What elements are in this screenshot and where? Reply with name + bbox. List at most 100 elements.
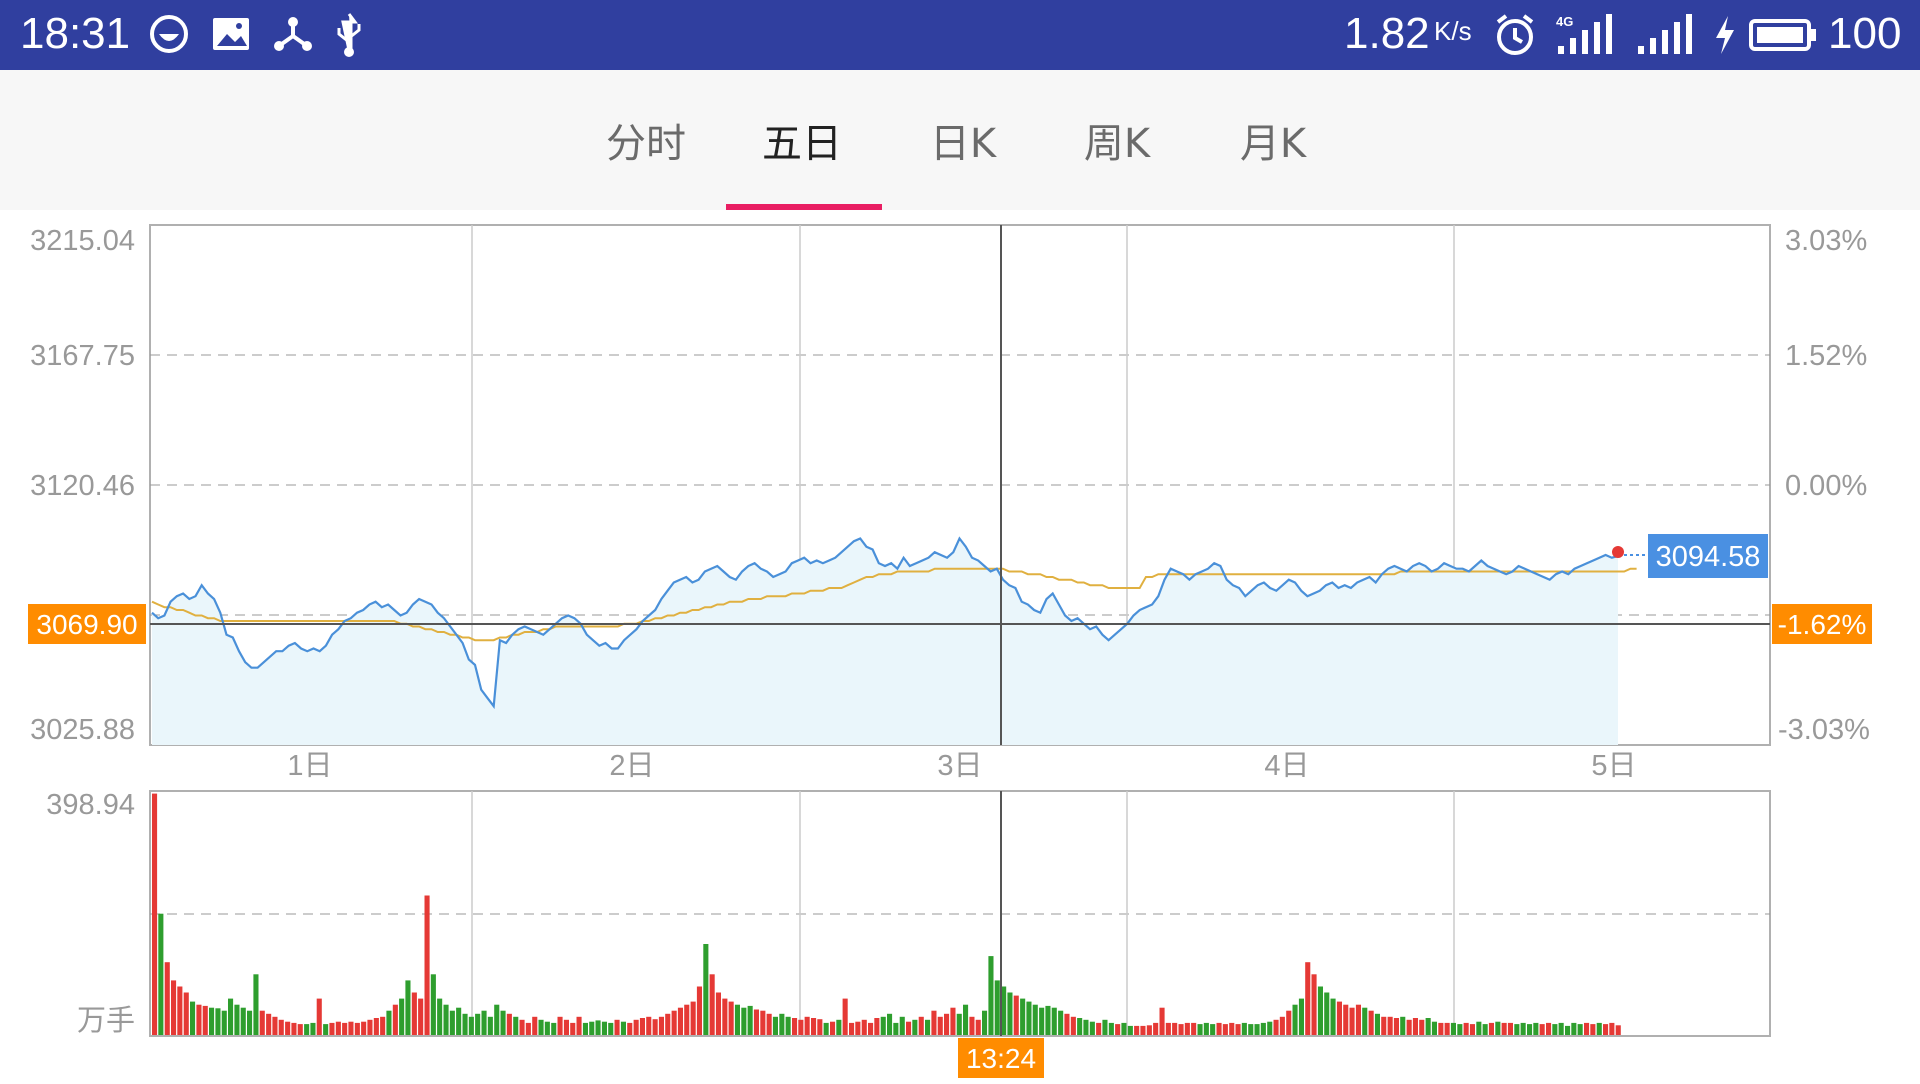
volume-bar — [1343, 1004, 1349, 1035]
volume-bar — [1552, 1024, 1558, 1035]
signal-4g-icon: 4G — [1556, 14, 1612, 54]
crosshair-time-tag: 13:24 — [958, 1038, 1044, 1078]
volume-bar — [728, 1001, 734, 1035]
volume-bars — [152, 793, 1621, 1035]
tab-weekly-k[interactable]: 周K — [1083, 121, 1151, 167]
day-label: 5日 — [1591, 750, 1636, 782]
battery-level: 100 — [1828, 9, 1902, 58]
volume-bar — [373, 1018, 379, 1035]
left-axis-label: 3025.88 — [30, 714, 135, 746]
volume-bar — [1349, 1007, 1355, 1035]
net-speed-unit: K/s — [1434, 16, 1472, 46]
volume-bar — [196, 1004, 202, 1035]
volume-bar — [671, 1010, 677, 1035]
tab-monthly-k[interactable]: 月K — [1239, 121, 1307, 167]
active-tab-indicator — [726, 204, 882, 210]
volume-bar — [1317, 986, 1323, 1035]
volume-bar — [798, 1019, 804, 1035]
volume-bar — [658, 1016, 664, 1035]
volume-bar — [1419, 1019, 1425, 1035]
volume-bar — [506, 1013, 512, 1035]
volume-bar — [1438, 1022, 1444, 1035]
volume-bar — [1324, 992, 1330, 1035]
volume-bar — [855, 1021, 861, 1035]
volume-bar — [1412, 1018, 1418, 1035]
volume-bar — [456, 1007, 462, 1035]
volume-bar — [1507, 1022, 1513, 1035]
chart-canvas[interactable]: 3215.04 3167.75 3120.46 3025.88 3.03% 1.… — [0, 210, 1920, 1080]
volume-bar — [1362, 1007, 1368, 1035]
volume-bar — [982, 1010, 988, 1035]
volume-bar — [1026, 1001, 1032, 1035]
current-price-dot — [1612, 546, 1624, 558]
crosshair-price-tag: 3069.90 — [28, 604, 146, 644]
volume-bar — [1064, 1013, 1070, 1035]
right-axis-label: -3.03% — [1778, 714, 1870, 746]
volume-bar — [1425, 1018, 1431, 1035]
volume-bar — [1203, 1022, 1209, 1035]
volume-bar — [722, 998, 728, 1035]
volume-bar — [1514, 1024, 1520, 1035]
volume-bar — [753, 1009, 759, 1035]
volume-bar — [557, 1016, 563, 1035]
volume-bar — [1286, 1010, 1292, 1035]
volume-bar — [646, 1016, 652, 1035]
volume-bar — [1393, 1018, 1399, 1035]
volume-bar — [1102, 1019, 1108, 1035]
volume-bar — [297, 1024, 303, 1035]
crosshair-percent-label: -1.62% — [1778, 609, 1867, 640]
volume-bar — [576, 1016, 582, 1035]
volume-max-label: 398.94 — [46, 789, 135, 821]
volume-bar — [937, 1016, 943, 1035]
volume-bar — [1533, 1022, 1539, 1035]
volume-bar — [792, 1018, 798, 1035]
volume-bar — [1546, 1022, 1552, 1035]
charging-icon — [1716, 16, 1734, 54]
volume-bar — [247, 1010, 253, 1035]
volume-bar — [1058, 1010, 1064, 1035]
volume-bar — [519, 1019, 525, 1035]
volume-bar — [532, 1016, 538, 1035]
volume-bar — [817, 1019, 823, 1035]
crosshair-percent-tag: -1.62% — [1772, 604, 1872, 644]
smile-icon — [150, 15, 188, 53]
volume-bar — [310, 1022, 316, 1035]
volume-bar — [1197, 1024, 1203, 1035]
volume-bar — [912, 1019, 918, 1035]
volume-bar — [348, 1021, 354, 1035]
volume-bar — [291, 1022, 297, 1035]
volume-bar — [1013, 995, 1019, 1035]
volume-bar — [1495, 1021, 1501, 1035]
volume-bar — [1127, 1025, 1133, 1035]
volume-bar — [177, 986, 183, 1035]
volume-bar — [1558, 1022, 1564, 1035]
volume-bar — [158, 913, 164, 1035]
volume-bar — [513, 1016, 519, 1035]
volume-bar — [639, 1018, 645, 1035]
volume-bar — [1153, 1022, 1159, 1035]
volume-bar — [830, 1021, 836, 1035]
volume-bar — [925, 1019, 931, 1035]
volume-bar — [285, 1021, 291, 1035]
tab-intraday[interactable]: 分时 — [606, 121, 686, 167]
tab-daily-k[interactable]: 日K — [929, 121, 997, 167]
volume-bar — [715, 992, 721, 1035]
volume-bar — [1089, 1021, 1095, 1035]
volume-bar — [304, 1024, 310, 1035]
volume-bar — [1590, 1024, 1596, 1035]
volume-bar — [215, 1008, 221, 1035]
volume-bar — [1216, 1022, 1222, 1035]
volume-bar — [538, 1019, 544, 1035]
volume-bar — [1083, 1019, 1089, 1035]
volume-bar — [1140, 1025, 1146, 1035]
tab-five-day[interactable]: 五日 — [762, 121, 842, 167]
volume-bar — [316, 998, 322, 1035]
five-day-chart[interactable]: 3215.04 3167.75 3120.46 3025.88 3.03% 1.… — [0, 210, 1920, 1080]
volume-bar — [1191, 1022, 1197, 1035]
chart-period-tabs: 分时 五日 日K 周K 月K — [0, 70, 1920, 210]
volume-bar — [747, 1005, 753, 1035]
volume-bar — [525, 1022, 531, 1035]
volume-bar — [918, 1016, 924, 1035]
volume-bar — [1210, 1024, 1216, 1035]
alarm-icon — [1496, 14, 1534, 55]
